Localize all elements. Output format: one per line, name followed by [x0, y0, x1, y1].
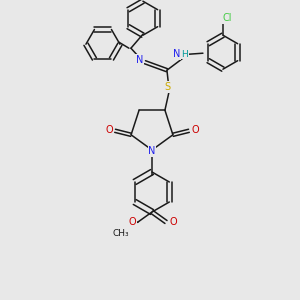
Text: O: O: [105, 125, 113, 135]
Text: N: N: [148, 146, 156, 156]
Text: S: S: [165, 82, 171, 92]
Text: O: O: [191, 125, 199, 135]
Text: CH₃: CH₃: [113, 230, 129, 238]
Text: N: N: [173, 49, 181, 59]
Text: N: N: [136, 55, 144, 65]
Text: Cl: Cl: [222, 13, 232, 23]
Text: O: O: [169, 217, 177, 227]
Text: O: O: [128, 217, 136, 227]
Text: H: H: [182, 50, 188, 59]
